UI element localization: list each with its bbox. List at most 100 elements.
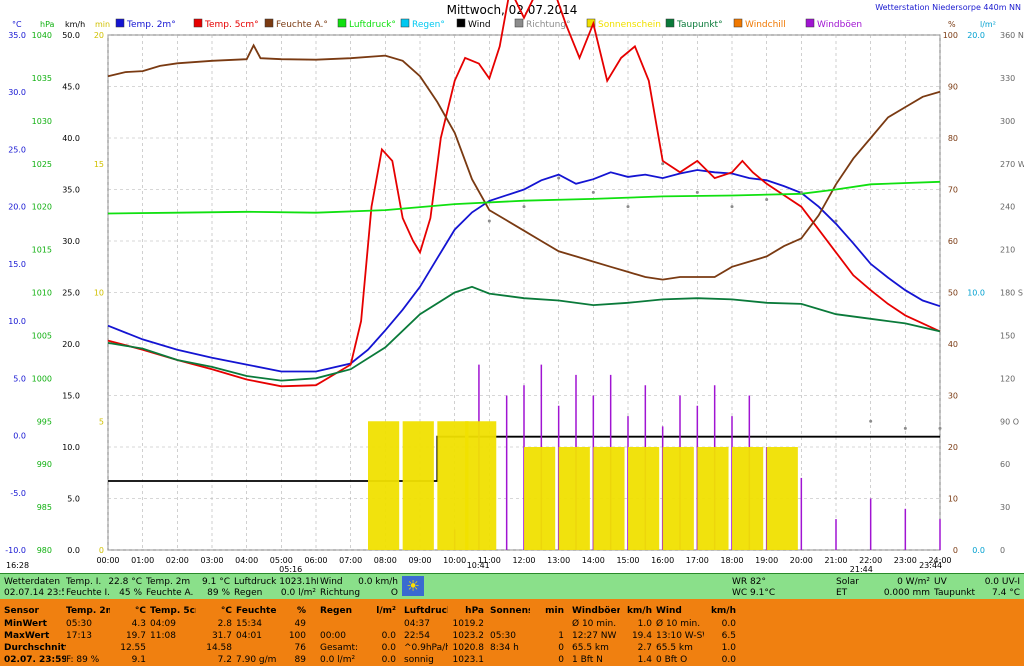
tick-label: 5.0 <box>67 495 80 504</box>
tick-label: 35.0 <box>62 186 80 195</box>
tick-label: 35.0 <box>8 31 26 40</box>
tick-label: 990 <box>37 460 52 469</box>
tick-label: 60 <box>948 237 958 246</box>
stats-cell: 1020.8 <box>452 643 485 653</box>
axis-unit: hPa <box>40 20 55 29</box>
stats-cell: 19.7 <box>125 631 146 641</box>
stats-cell: 05:30 <box>490 631 516 641</box>
current-cell: Taupunkt 7.4 °C <box>934 588 1022 598</box>
tick-label: 20 <box>94 31 104 40</box>
current-key: Feuchte I. <box>66 588 111 598</box>
time-tick-label: 17:00 <box>686 556 709 565</box>
legend-label: Richtung° <box>526 20 571 30</box>
current-cell: Solar 0 W/m² <box>836 577 932 587</box>
tick-label: 30 <box>1000 503 1010 512</box>
stats-header-cell: Regen <box>320 606 352 616</box>
tick-label: 50.0 <box>62 31 80 40</box>
current-key: ET <box>836 588 848 598</box>
station-name: Wetterstation Niedersorpe 440m NN <box>875 3 1021 12</box>
current-key: 02.07.14 23:59 <box>4 588 64 598</box>
stats-cell: 0.0 <box>381 643 396 653</box>
tick-label: 20.0 <box>62 340 80 349</box>
current-key: Luftdruck 1023.1hPa <box>234 577 318 587</box>
axis-unit: l/m² <box>980 20 996 29</box>
stats-cell: 0.0 <box>721 619 736 629</box>
tick-label: 150 <box>1000 331 1015 340</box>
tick-label: 0 <box>953 546 958 555</box>
stats-cell: Ø 10 min. <box>572 619 617 629</box>
legend-label: Windchill <box>745 20 786 30</box>
legend-swatch <box>805 18 815 28</box>
current-value: 89 % <box>207 588 230 598</box>
direction-point <box>799 190 803 194</box>
stats-cell: Durchschnitt <box>4 643 66 653</box>
current-value: 0.0 l/m² <box>280 588 316 598</box>
stats-cell: 11:08 <box>150 631 176 641</box>
current-cell: Wetterdaten <box>4 577 64 587</box>
time-marker: 21:44 <box>850 565 873 574</box>
legend-swatch <box>115 18 125 28</box>
stats-cell: 17:13 <box>66 631 92 641</box>
current-value: O <box>390 588 398 598</box>
sunshine-bar <box>766 447 798 550</box>
stats-cell: 9.1 <box>131 655 146 665</box>
current-value: 7.4 °C <box>992 588 1020 598</box>
time-tick-label: 10:00 <box>443 556 466 565</box>
legend-swatch <box>400 18 410 28</box>
tick-label: 45.0 <box>62 83 80 92</box>
current-value: 22.8 °C <box>108 577 142 587</box>
time-marker: 23:44 <box>919 561 942 570</box>
tick-label: 0.0 <box>67 546 80 555</box>
time-tick-label: 13:00 <box>547 556 570 565</box>
stats-header-cell: Temp. 2m <box>66 606 110 616</box>
time-tick-label: 07:00 <box>339 556 362 565</box>
axis-ticks: 35.0 30.0 25.0 20.0 15.0 10.0 5.0 0.0 -5.0 -10.0 1… <box>5 31 1024 565</box>
stats-cell: 1023.2 <box>452 631 485 641</box>
stats-header-cell: % <box>296 606 306 616</box>
time-tick-label: 02:00 <box>166 556 189 565</box>
legend-swatch <box>337 18 347 28</box>
tick-label: 1005 <box>32 331 52 340</box>
time-markers: 16:28 05:16 10:41 21:44 23:44 <box>6 561 942 574</box>
current-cell: ET 0.000 mm <box>836 588 932 598</box>
tick-label: 40 <box>948 340 958 349</box>
sunshine-bar <box>732 447 764 550</box>
tick-label: 1030 <box>32 117 52 126</box>
current-key: Temp. 2m <box>146 577 191 587</box>
stats-cell: Ø 10 min. <box>656 619 701 629</box>
series-line <box>107 180 941 215</box>
stats-cell: 1023.1 <box>452 655 485 665</box>
stats-cell: 0.0 l/m² <box>320 655 356 665</box>
tick-label: 0.0 <box>13 432 26 441</box>
direction-point <box>591 190 595 194</box>
legend-label: Feuchte A.° <box>276 20 328 30</box>
current-value: 0.0 UV-I <box>984 577 1020 587</box>
stats-cell: 0.0 <box>381 655 396 665</box>
sunshine-bar <box>368 421 400 550</box>
tick-label: 5 <box>99 417 104 426</box>
legend-swatch <box>665 18 675 28</box>
stats-header-cell: Sonnenschein <box>490 606 530 616</box>
stats-cell: 65.5 km <box>656 643 693 653</box>
direction-point <box>765 198 769 202</box>
current-value: 9.1 °C <box>202 577 230 587</box>
current-key: WC 9.1°C <box>732 588 776 598</box>
current-key: Feuchte A. <box>146 588 194 598</box>
current-cell: Luftdruck 1023.1hPa <box>234 577 318 587</box>
sunshine-bar <box>697 447 729 550</box>
legend-label: Luftdruck° <box>349 20 396 30</box>
stats-header-cell: l/m² <box>376 606 396 616</box>
tick-label: 90 <box>948 83 958 92</box>
sunshine-bar <box>593 447 625 550</box>
time-tick-label: 00:00 <box>96 556 119 565</box>
sunshine-bar <box>402 421 434 550</box>
time-tick-label: 11:00 <box>478 556 501 565</box>
tick-label: 1010 <box>32 289 52 298</box>
current-key: WR 82° <box>732 577 766 587</box>
time-tick-label: 08:00 <box>374 556 397 565</box>
direction-point <box>730 205 734 209</box>
stats-cell: 31.7 <box>211 631 232 641</box>
stats-cell: 12:27 NW <box>572 631 617 641</box>
current-cell: Wind 0.0 km/h <box>320 577 400 587</box>
stats-cell: 0 <box>558 655 564 665</box>
